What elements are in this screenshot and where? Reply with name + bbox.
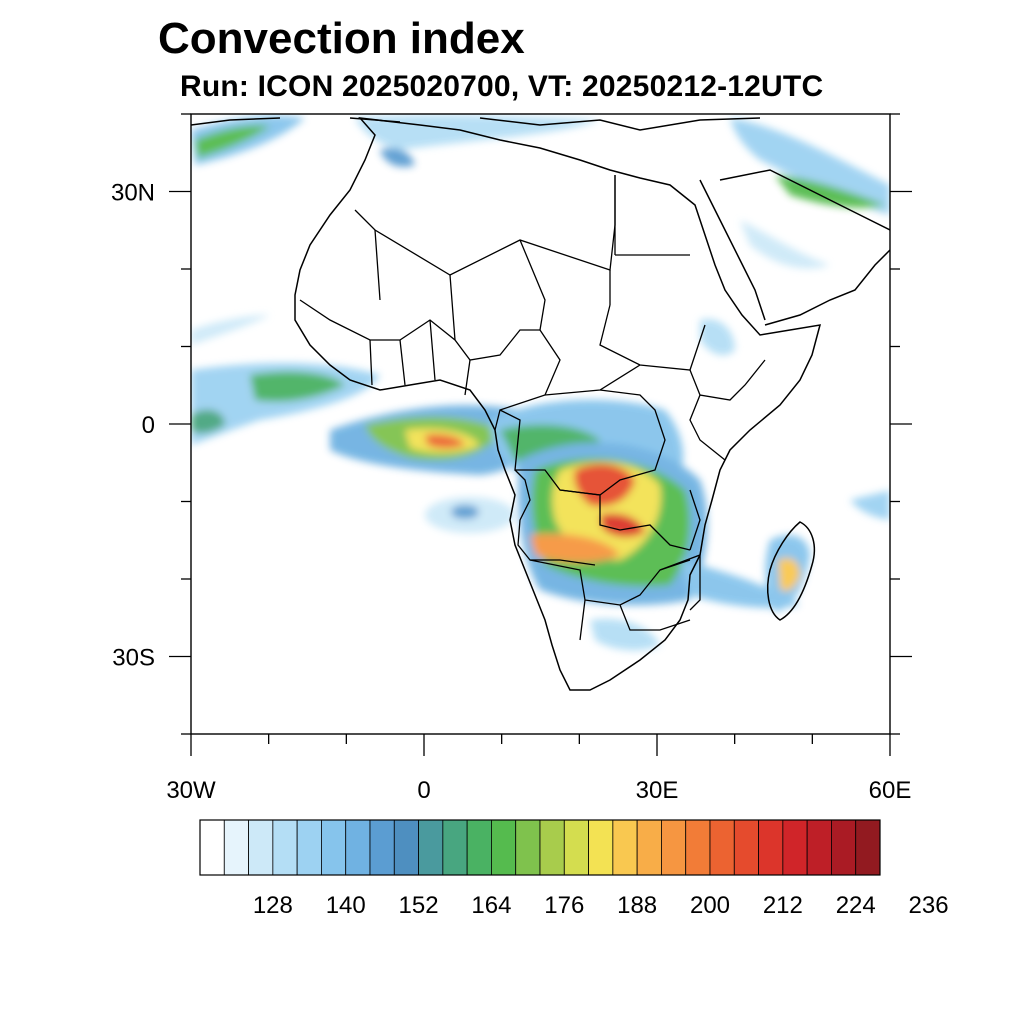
colorbar-label: 200 bbox=[690, 892, 730, 919]
colorbar-labels: 128 140 152 164 176 188 200 212 224 236 bbox=[253, 892, 949, 919]
colorbar-box bbox=[855, 819, 881, 876]
field-horn bbox=[700, 319, 735, 356]
y-tick-label: 30N bbox=[111, 180, 155, 207]
colorbar-box bbox=[806, 819, 832, 876]
border-east bbox=[689, 359, 766, 461]
red-sea-coast bbox=[699, 179, 766, 321]
field-zambia-peak bbox=[574, 463, 635, 507]
border-angola bbox=[514, 469, 596, 566]
colorbar-box bbox=[685, 819, 711, 876]
field-angola-high bbox=[530, 533, 620, 563]
colorbar-box bbox=[418, 819, 444, 876]
border-drc bbox=[499, 389, 666, 496]
field-nw-band bbox=[191, 115, 305, 165]
field-zambia-core bbox=[600, 513, 645, 537]
colorbar-box bbox=[321, 819, 347, 876]
border-guinea-coast bbox=[369, 319, 471, 396]
colorbar-box bbox=[515, 819, 541, 876]
colorbar-label: 152 bbox=[399, 892, 439, 919]
border-egypt-sudan bbox=[614, 175, 690, 256]
coastlines bbox=[191, 117, 890, 691]
x-tick-label: 60E bbox=[869, 777, 912, 804]
colorbar-box bbox=[442, 819, 468, 876]
field-arabia-band bbox=[740, 220, 830, 269]
field-equatorial-peak bbox=[425, 434, 465, 449]
field-west-light bbox=[191, 315, 270, 345]
border-zambia bbox=[559, 489, 691, 551]
colorbar-box bbox=[612, 819, 638, 876]
colorbar-label: 212 bbox=[763, 892, 803, 919]
field-atlantic-core bbox=[250, 371, 345, 402]
axis-ticks bbox=[169, 113, 912, 756]
border-sahara-1 bbox=[354, 175, 616, 276]
y-tick-label: 0 bbox=[142, 412, 155, 439]
x-tick-label: 30W bbox=[166, 777, 216, 804]
field-nw-core bbox=[195, 125, 270, 158]
field-atlantic-west bbox=[191, 409, 225, 434]
y-tick-label: 30S bbox=[112, 645, 155, 672]
x-tick-label: 30E bbox=[636, 777, 679, 804]
europe-coastline bbox=[191, 117, 761, 131]
border-mozambique bbox=[659, 489, 701, 611]
colorbar-box bbox=[199, 819, 225, 876]
colorbar bbox=[199, 819, 881, 876]
colorbar-box bbox=[758, 819, 784, 876]
colorbar-box bbox=[661, 819, 687, 876]
border-sahara-2 bbox=[374, 229, 611, 341]
colorbar-box bbox=[369, 819, 395, 876]
field-mideast-band bbox=[730, 118, 890, 215]
colorbar-box bbox=[248, 819, 274, 876]
colorbar-box bbox=[223, 819, 249, 876]
colorbar-label: 188 bbox=[617, 892, 657, 919]
chart-subtitle: Run: ICON 2025020700, VT: 20250212-12UTC bbox=[180, 70, 824, 103]
colorbar-label: 128 bbox=[253, 892, 293, 919]
colorbar-box bbox=[563, 819, 589, 876]
colorbar-box bbox=[709, 819, 735, 876]
colorbar-box bbox=[588, 819, 614, 876]
border-west-africa bbox=[299, 299, 540, 361]
axis-tick-labels: 30W 0 30E 60E 30N 0 30S bbox=[111, 180, 911, 805]
colorbar-box bbox=[345, 819, 371, 876]
colorbar-label: 140 bbox=[326, 892, 366, 919]
colorbar-label: 164 bbox=[471, 892, 511, 919]
field-algeria bbox=[380, 148, 415, 167]
colorbar-box bbox=[466, 819, 492, 876]
colorbar-box bbox=[733, 819, 759, 876]
colorbar-outline bbox=[199, 819, 881, 876]
colorbar-box bbox=[636, 819, 662, 876]
colorbar-label: 176 bbox=[544, 892, 584, 919]
madagascar-coastline bbox=[767, 521, 816, 621]
field-east-ocean bbox=[850, 490, 890, 520]
colorbar-box bbox=[539, 819, 565, 876]
field-south-tip bbox=[590, 618, 660, 651]
chart-title: Convection index bbox=[158, 14, 525, 63]
colorbar-label: 236 bbox=[909, 892, 949, 919]
field-swirl-core bbox=[451, 505, 479, 519]
arabia-coastline bbox=[719, 169, 890, 326]
x-tick-label: 0 bbox=[417, 777, 430, 804]
colorbar-box bbox=[296, 819, 322, 876]
colorbar-box bbox=[782, 819, 808, 876]
colorbar-box bbox=[393, 819, 419, 876]
colorbar-box bbox=[491, 819, 517, 876]
field-madagascar-core bbox=[778, 558, 800, 592]
field-med-band bbox=[355, 114, 600, 150]
colorbar-label: 224 bbox=[836, 892, 876, 919]
country-borders bbox=[299, 175, 766, 641]
field-gulf-core bbox=[775, 175, 885, 208]
colorbar-box bbox=[831, 819, 857, 876]
africa-coastline bbox=[294, 117, 822, 691]
colorbar-box bbox=[272, 819, 298, 876]
